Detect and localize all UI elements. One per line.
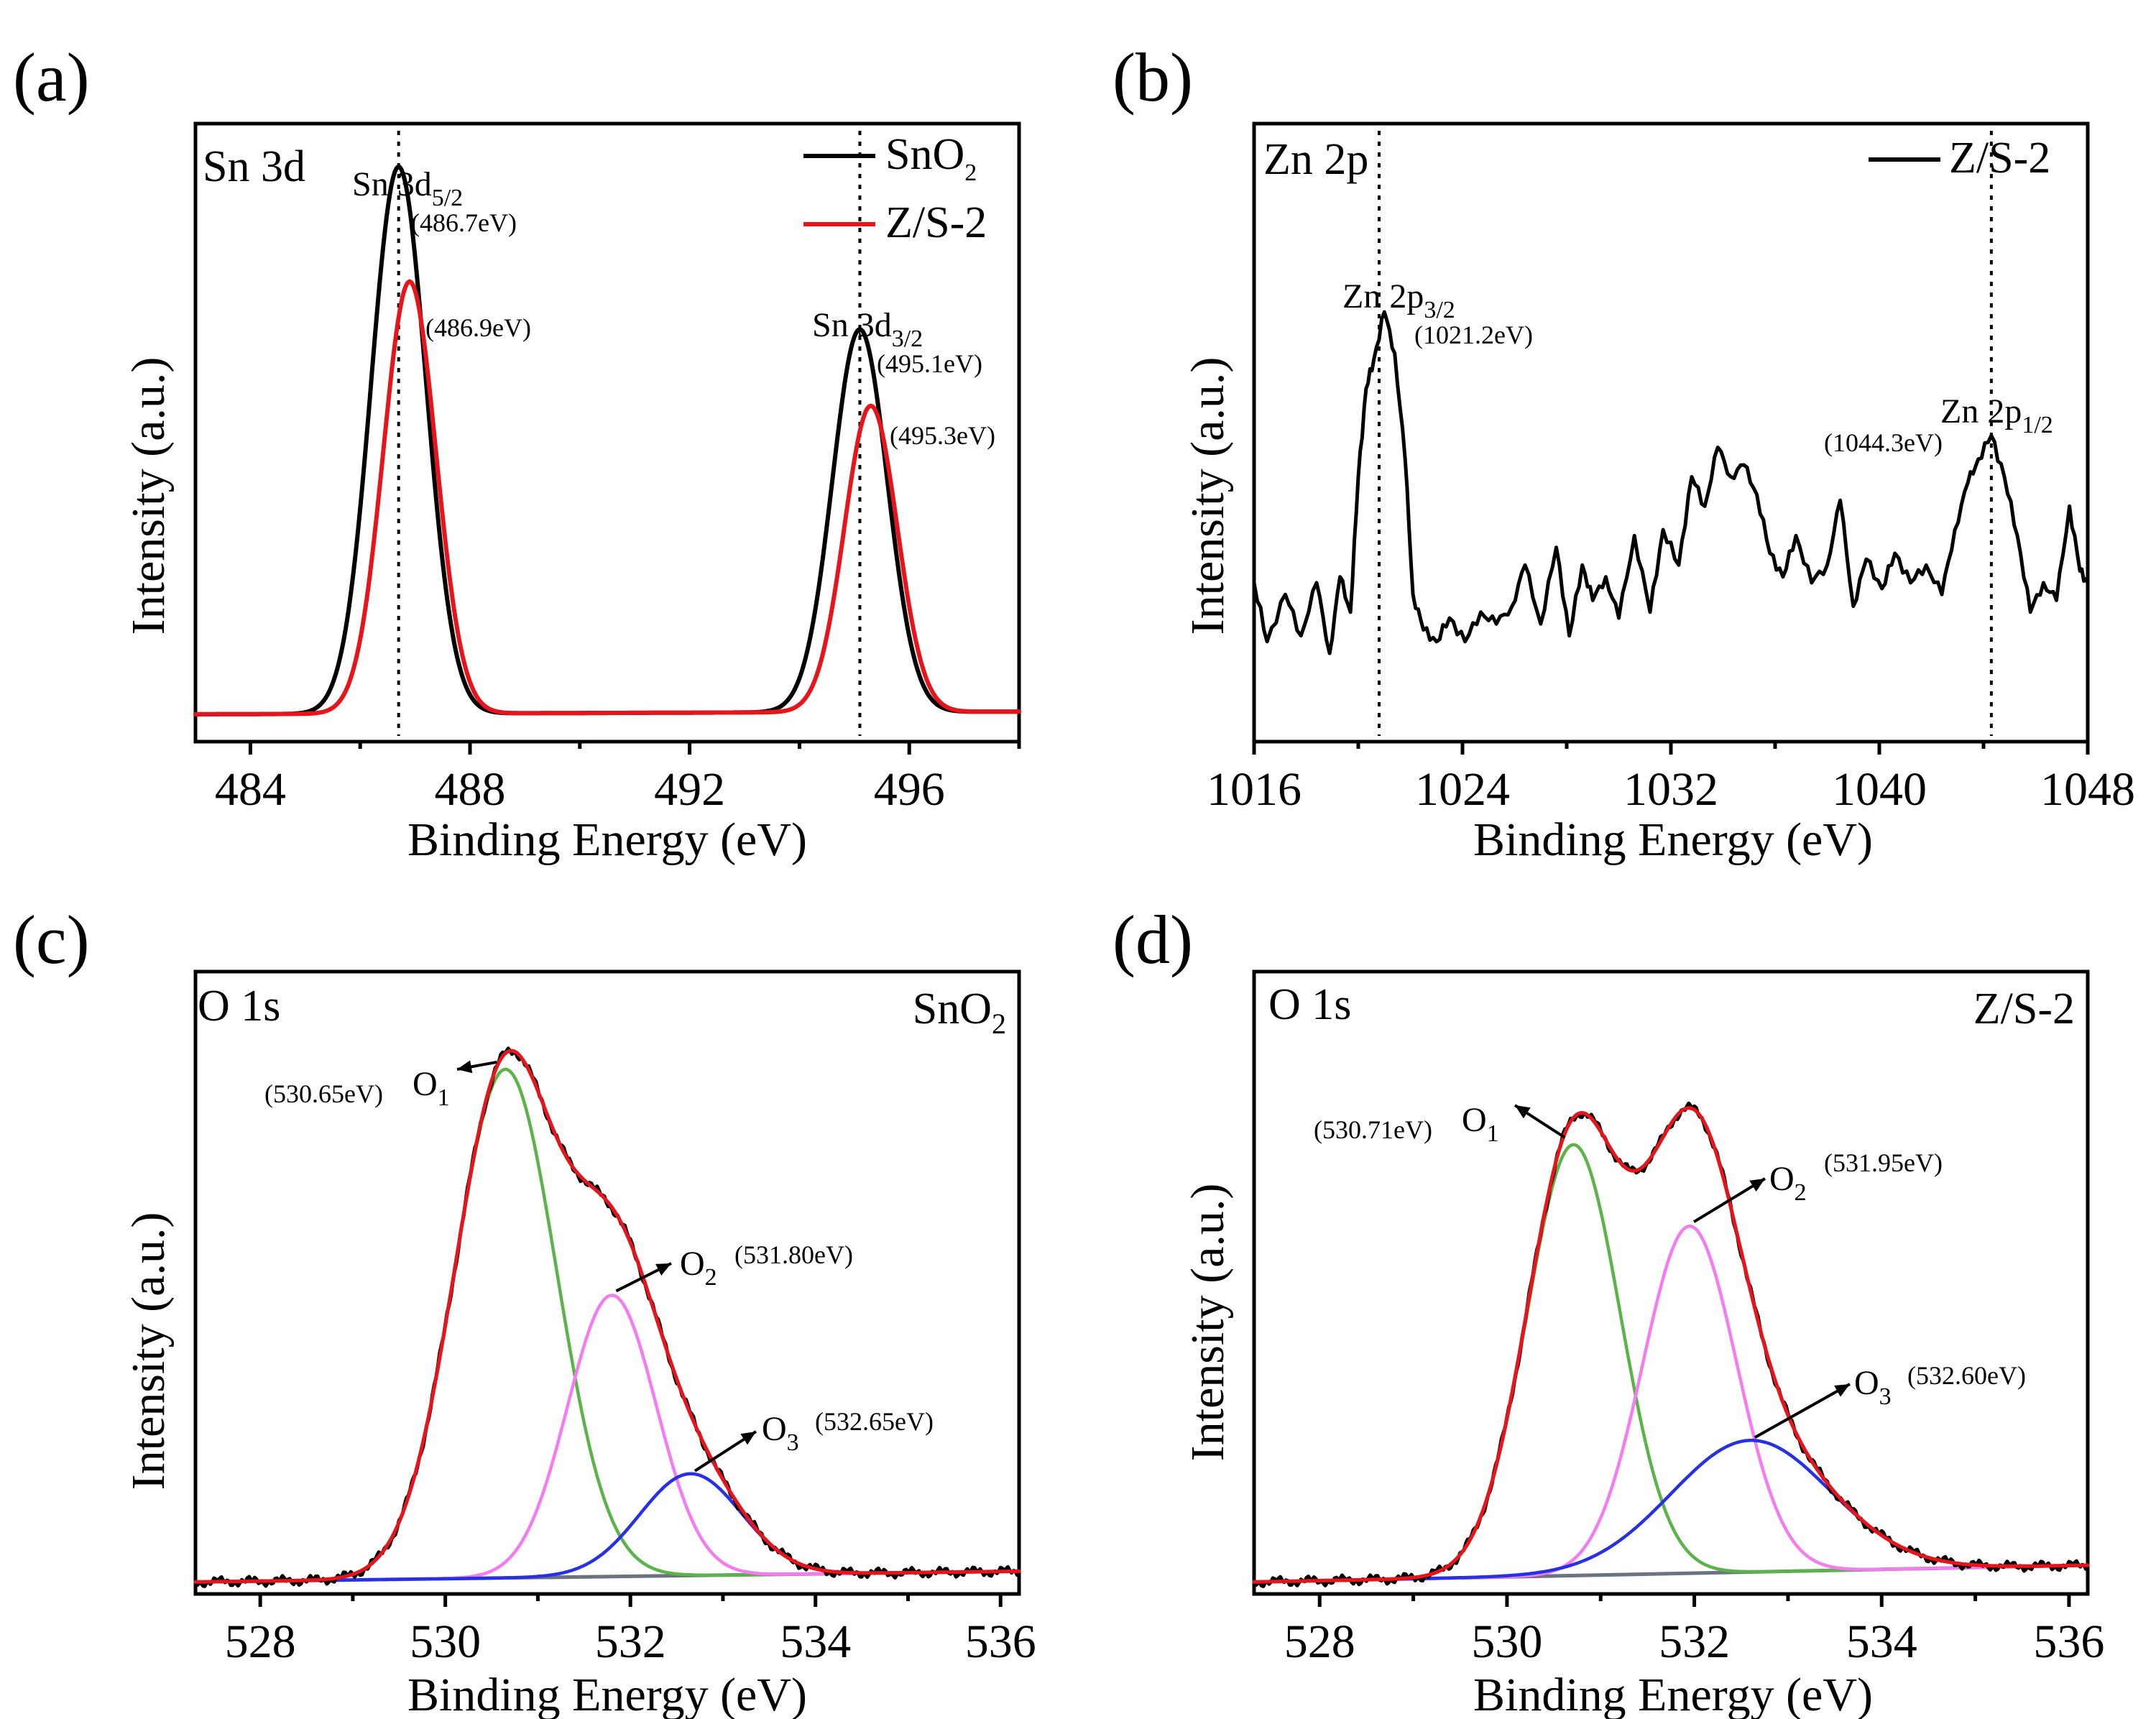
ylabel-d: Intensity (a.u.) [1181,1184,1234,1462]
peak-energy-a: (486.7eV) [411,208,517,237]
plot-frame-d [1252,969,2090,1596]
xlabel-a: Binding Energy (eV) [407,814,807,866]
peak-name-sub: 3/2 [1424,297,1455,323]
x-tick-label-c: 530 [410,1616,481,1668]
peak-energy: (531.95eV) [1824,1148,1943,1177]
peak-name-a: Sn 3d3/2 [812,306,923,352]
annotation-arrowhead [1749,1179,1765,1192]
panel-label-b: (b) [1112,39,1193,116]
annotation-arrowhead [1515,1105,1531,1119]
peak-name: O2 [1769,1160,1807,1206]
peak-name-a: Sn 3d5/2 [352,165,463,211]
panel-label-a: (a) [13,39,90,116]
ylabel-b: Intensity (a.u.) [1181,357,1234,635]
peak-name: O3 [762,1410,799,1456]
legend-label: Z/S-2 [885,198,987,247]
panel-d-o1s-zs2: (d) O 1s Intensity (a.u.) Binding Energy… [1112,901,2104,1719]
sample-label: SnO2 [913,985,1006,1040]
peak-name-b: Zn 2p3/2 [1342,277,1455,323]
annotation-arrowhead [457,1060,473,1074]
peak-name-sub: 1/2 [2022,412,2053,438]
panel-label-d: (d) [1112,901,1193,978]
peak-name: O1 [413,1065,450,1111]
peak-name-main: Sn 3d [352,165,432,203]
envelope-fit-line [1252,1106,2090,1584]
corner-label-a: Sn 3d [203,142,305,191]
x-tick-label-b: 1024 [1415,763,1510,816]
peak-energy-b: (1044.3eV) [1824,428,1943,457]
plot-frame-c [193,969,1021,1596]
x-tick-label-d: 532 [1659,1616,1730,1668]
x-tick-label-a: 484 [215,763,286,816]
series-line-zs2 [193,279,1021,716]
legend-label: SnO2 [885,130,977,186]
ylabel-a: Intensity (a.u.) [122,357,175,635]
x-tick-label-d: 534 [1846,1616,1917,1668]
ylabel-c: Intensity (a.u.) [122,1212,175,1490]
x-tick-label-a: 488 [435,763,506,816]
corner-label-c: O 1s [198,982,280,1031]
annotation-arrowhead [740,1432,756,1445]
peak-energy: (532.60eV) [1907,1361,2026,1390]
xlabel-b: Binding Energy (eV) [1473,814,1873,866]
x-tick-label-c: 532 [595,1616,666,1668]
x-tick-label-d: 530 [1471,1616,1542,1668]
xlabel-c: Binding Energy (eV) [407,1669,807,1719]
peak-name: O2 [680,1245,717,1291]
legend-label: Z/S-2 [1949,134,2050,183]
component-o3-line [193,1472,1021,1584]
series-line-zs2 [1252,310,2090,655]
x-tick-label-d: 536 [2033,1616,2104,1668]
peak-energy-a: (495.1eV) [877,349,982,378]
x-tick-label-c: 528 [225,1616,296,1668]
x-tick-label-d: 528 [1284,1616,1355,1668]
peak-energy-a: (495.3eV) [890,421,995,450]
annotation-arrowhead [1834,1384,1850,1397]
x-tick-label-b: 1032 [1623,763,1718,816]
x-tick-label-a: 492 [654,763,725,816]
panel-a-sn3d: (a) Sn 3d Intensity (a.u.) Binding Energ… [13,39,1021,866]
peak-name-main: Zn 2p [1940,392,2022,430]
peak-energy: (530.65eV) [264,1079,383,1108]
corner-label-d: O 1s [1268,980,1351,1029]
x-tick-label-c: 536 [965,1616,1036,1668]
peak-energy-a: (486.9eV) [425,313,531,342]
panel-c-o1s-sno2: (c) O 1s Intensity (a.u.) Binding Energy… [13,901,1036,1719]
component-o2-line [1252,1225,2090,1584]
peak-energy: (531.80eV) [734,1240,853,1269]
x-tick-label-c: 534 [780,1616,851,1668]
component-o2-line [193,1294,1021,1584]
corner-label-b: Zn 2p [1263,135,1368,184]
plot-frame-a [193,121,1021,744]
x-tick-label-b: 1016 [1207,763,1302,816]
panel-label-c: (c) [13,901,90,978]
peak-name-sub: 3/2 [892,326,923,352]
x-tick-label-b: 1040 [1832,763,1927,816]
peak-energy: (532.65eV) [815,1407,934,1436]
peak-name: O3 [1854,1364,1892,1410]
peak-name-sub: 5/2 [432,185,463,211]
peak-name-b: Zn 2p1/2 [1940,392,2053,438]
sample-label: Z/S-2 [1973,985,2075,1033]
annotation-arrow [1754,1383,1851,1439]
peak-name: O1 [1462,1101,1499,1147]
raw-data-line [1252,1101,2090,1588]
x-tick-label-a: 496 [874,763,945,816]
peak-name-main: Zn 2p [1342,277,1424,315]
annotation-arrowhead [655,1263,671,1276]
xlabel-d: Binding Energy (eV) [1473,1669,1873,1719]
component-o3-line [1252,1439,2090,1584]
x-tick-label-b: 1048 [2040,763,2135,816]
panel-b-zn2p: (b) Zn 2p Intensity (a.u.) Binding Energ… [1112,39,2135,866]
peak-energy: (530.71eV) [1314,1115,1432,1144]
component-o1-line [193,1067,1021,1584]
peak-name-main: Sn 3d [812,306,892,344]
envelope-fit-line [193,1049,1021,1584]
peak-energy-b: (1021.2eV) [1414,321,1533,349]
